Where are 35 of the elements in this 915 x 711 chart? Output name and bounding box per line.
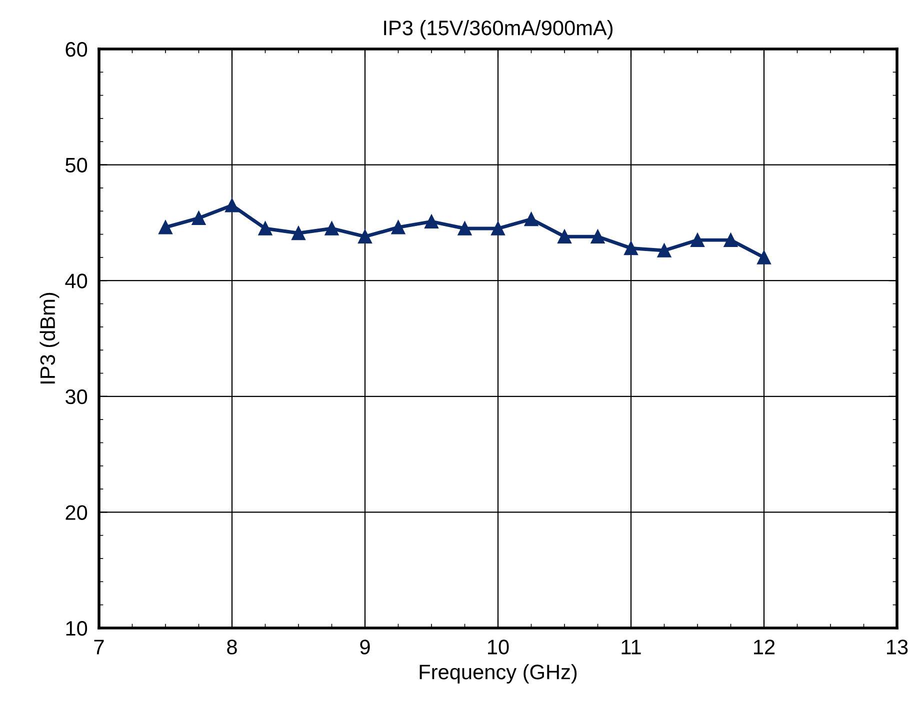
point	[424, 214, 438, 228]
y-axis-title: IP3 (dBm)	[40, 292, 60, 384]
y-tick-label: 40	[65, 274, 88, 288]
point	[192, 211, 206, 226]
chart-title: IP3 (15V/360mA/900mA)	[384, 20, 613, 40]
point	[158, 220, 172, 234]
point	[757, 250, 771, 264]
point	[624, 241, 638, 256]
y-tick-label: 10	[66, 621, 88, 636]
point	[690, 233, 704, 248]
point	[491, 222, 505, 236]
y-tick-label: 60	[66, 42, 88, 57]
point	[225, 198, 239, 212]
point	[458, 222, 472, 236]
x-tick-label: 11	[622, 640, 641, 654]
x-tick-label: 7	[94, 640, 104, 654]
point	[524, 212, 538, 226]
point	[324, 222, 339, 236]
point	[391, 220, 406, 234]
point	[258, 222, 272, 236]
y-tick-label: 50	[66, 158, 88, 173]
x-tick-label: 9	[360, 640, 370, 654]
y-tick-label: 30	[66, 389, 88, 404]
x-tick-label: 13	[887, 640, 908, 654]
x-tick-label: 12	[754, 640, 775, 654]
x-tick-label: 8	[227, 640, 237, 654]
point	[292, 226, 306, 240]
point	[657, 244, 672, 258]
y-tick-label: 20	[66, 505, 88, 520]
point	[724, 233, 738, 248]
x-axis-title: Frequency (GHz)	[420, 664, 577, 684]
point	[590, 230, 605, 244]
point	[358, 230, 372, 244]
x-tick-label: 10	[488, 640, 509, 654]
point	[558, 230, 572, 244]
